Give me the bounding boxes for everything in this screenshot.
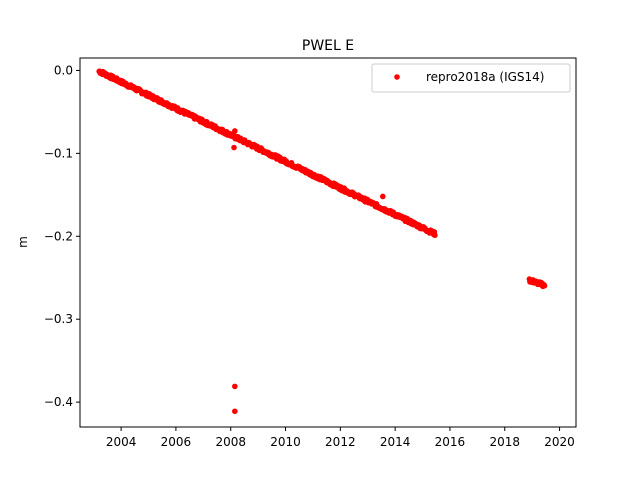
data-point-outlier bbox=[380, 193, 386, 200]
y-tick-label: 0.0 bbox=[54, 63, 73, 77]
x-tick-label: 2010 bbox=[270, 435, 301, 449]
data-point bbox=[432, 232, 438, 239]
data-points bbox=[96, 68, 548, 415]
x-tick-label: 2016 bbox=[435, 435, 466, 449]
x-tick-label: 2018 bbox=[489, 435, 520, 449]
y-tick-label: −0.3 bbox=[44, 312, 73, 326]
x-tick-label: 2014 bbox=[380, 435, 411, 449]
data-point-outlier bbox=[232, 408, 238, 415]
legend: repro2018a (IGS14) bbox=[371, 63, 571, 93]
legend-marker bbox=[394, 74, 400, 80]
data-point-outlier bbox=[232, 128, 238, 134]
x-axis: 2004 2006 2008 2010 2012 2014 2016 2018 2020 bbox=[106, 427, 575, 449]
data-point-outlier bbox=[232, 383, 238, 390]
plot-area bbox=[79, 57, 577, 428]
legend-label: repro2018a (IGS14) bbox=[426, 70, 544, 84]
x-tick-label: 2004 bbox=[106, 435, 137, 449]
data-point bbox=[541, 282, 548, 289]
y-axis: 0.0 −0.1 −0.2 −0.3 −0.4 bbox=[44, 63, 80, 409]
x-tick-label: 2008 bbox=[215, 435, 246, 449]
x-tick-label: 2020 bbox=[544, 435, 575, 449]
y-tick-label: −0.4 bbox=[44, 395, 73, 409]
x-tick-label: 2006 bbox=[161, 435, 192, 449]
legend-box bbox=[371, 63, 571, 93]
chart-title: PWEL E bbox=[302, 38, 354, 54]
y-tick-label: −0.2 bbox=[44, 229, 73, 243]
y-axis-label: m bbox=[16, 236, 30, 248]
y-tick-label: −0.1 bbox=[44, 146, 73, 160]
data-point-outlier bbox=[231, 144, 237, 151]
x-tick-label: 2012 bbox=[325, 435, 356, 449]
